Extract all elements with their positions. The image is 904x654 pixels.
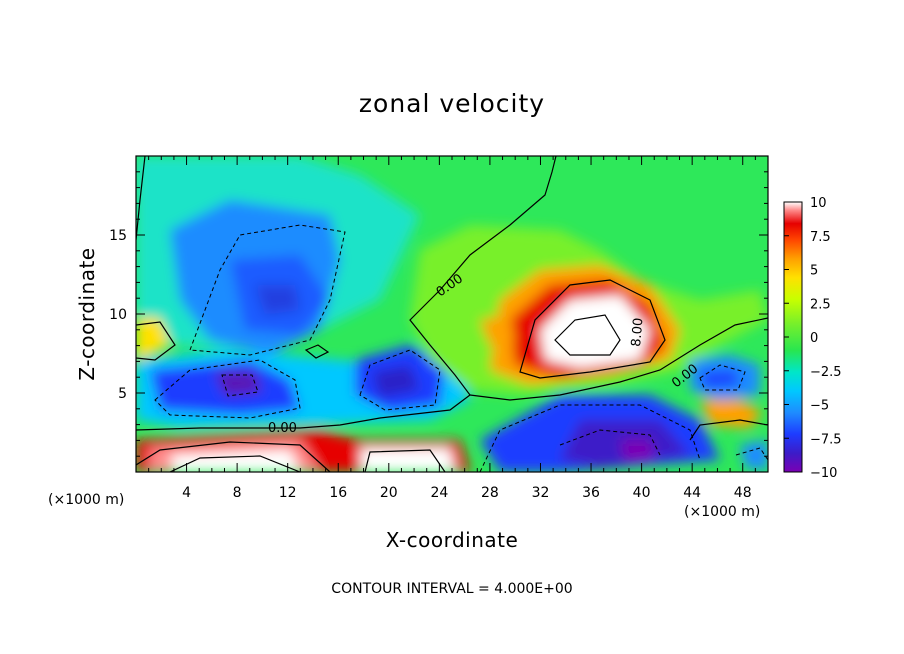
x-tick-label: 36	[582, 485, 600, 501]
contour-zero-left	[136, 156, 146, 241]
x-axis-label: X-coordinate	[386, 528, 519, 552]
colorbar-tick-label: −5	[810, 399, 829, 414]
x-unit-note-right: (×1000 m)	[684, 504, 760, 520]
y-tick-label: 5	[118, 386, 127, 402]
x-tick-label: 24	[430, 485, 448, 501]
colorbar-tick-label: 7.5	[810, 230, 831, 245]
contour-lines	[136, 156, 768, 472]
contour-jet-left	[136, 441, 331, 472]
contour-small-loop	[304, 344, 330, 359]
y-axis-label: Z-coordinate	[75, 247, 99, 380]
field-layer	[136, 156, 768, 472]
x-tick-label: 32	[532, 485, 550, 501]
contour-zero-lower-right	[689, 419, 768, 441]
colorbar-tick-label: 0	[810, 331, 818, 346]
contour-label: 8.00	[629, 317, 646, 347]
chart-title: zonal velocity	[359, 89, 545, 118]
x-tick-label: 8	[233, 485, 242, 501]
colorbar-tick-label: 5	[810, 264, 818, 279]
contour-twelve	[554, 314, 621, 356]
contour-zero-main	[136, 156, 557, 431]
contour-neg-mid	[359, 349, 441, 411]
contour-label: 0.00	[268, 421, 297, 436]
y-axis: 5 10 15	[109, 171, 768, 457]
contour-jet-left-inner	[169, 455, 301, 472]
contour-zero-right	[469, 317, 768, 401]
x-tick-label: 12	[279, 485, 297, 501]
contour-neg-corner	[735, 447, 768, 461]
x-tick-label: 44	[683, 485, 701, 501]
x-unit-note-left: (×1000 m)	[48, 492, 124, 508]
x-tick-label: 48	[734, 485, 752, 501]
contour-jet-mid	[364, 449, 446, 472]
contour-interval-note: CONTOUR INTERVAL = 4.000E+00	[331, 581, 572, 597]
x-axis: 4 8 12 16 20 24 28 32 36 40 44 48	[148, 156, 756, 501]
field-blobs	[136, 156, 768, 472]
contour-eight	[519, 279, 666, 379]
contour-neg-lower-right	[479, 404, 701, 472]
colorbar-tick-label: 10	[810, 196, 827, 211]
contour-left-bulge	[136, 321, 176, 361]
x-tick-label: 40	[633, 485, 651, 501]
contour-neg-core-right	[559, 429, 661, 456]
contour-neg-lower-left	[154, 359, 301, 419]
contour-neg-far-right	[699, 364, 746, 391]
y-tick-label: 15	[109, 228, 127, 244]
y-tick-label: 10	[109, 307, 127, 323]
contour-neg-upper-left	[189, 224, 346, 356]
x-tick-label: 28	[481, 485, 499, 501]
x-tick-label: 16	[329, 485, 347, 501]
colorbar-ticks: 10 7.5 5 2.5 0 −2.5 −5 −7.5 −10	[784, 196, 842, 481]
colorbar-tick-label: −10	[810, 466, 837, 481]
x-tick-label: 20	[380, 485, 398, 501]
colorbar-tick-label: −2.5	[810, 365, 842, 380]
contour-lines-negative	[154, 224, 768, 472]
contour-neg-core-left	[221, 374, 259, 397]
x-tick-label: 4	[182, 485, 191, 501]
colorbar-tick-label: 2.5	[810, 297, 831, 312]
colorbar-tick-label: −7.5	[810, 432, 842, 447]
